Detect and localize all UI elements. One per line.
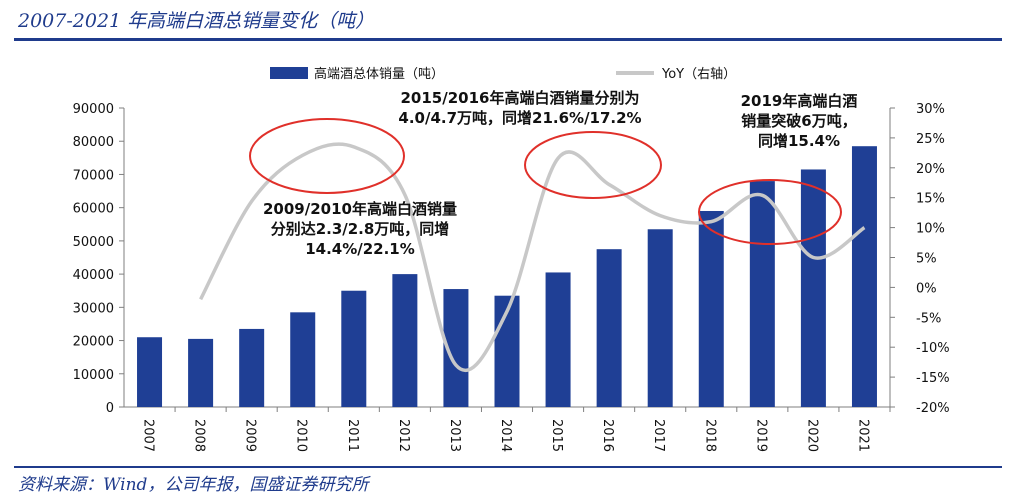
yoy-line-series [199, 142, 866, 373]
legend-bar-label: 高端酒总体销量（吨） [314, 66, 444, 82]
bar-series [137, 146, 877, 407]
bar [647, 229, 673, 407]
legend: 高端酒总体销量（吨） YoY（右轴） [270, 66, 736, 82]
annotation-line: 2019年高端白酒 [741, 92, 858, 110]
x-tick-label: 2008 [192, 419, 207, 452]
left-tick-label: 80000 [73, 135, 114, 150]
annotation-line: 2009/2010年高端白酒销量 [263, 200, 457, 218]
bar [341, 290, 367, 407]
right-tick-label: -15% [916, 371, 950, 386]
right-tick-label: 25% [916, 132, 945, 147]
annotation-line: 分别达2.3/2.8万吨，同增 [271, 220, 450, 238]
bar [800, 169, 826, 407]
left-tick-label: 60000 [73, 202, 114, 217]
x-tick-label: 2014 [498, 419, 513, 452]
x-tick-label: 2011 [345, 419, 360, 452]
bar [698, 210, 724, 407]
x-tick-label: 2009 [243, 419, 258, 452]
legend-bar-swatch [270, 67, 308, 79]
left-tick-label: 50000 [73, 235, 114, 250]
left-tick-label: 10000 [73, 368, 114, 383]
bar [392, 274, 418, 407]
footer-divider [14, 466, 1002, 468]
x-tick-label: 2017 [651, 419, 666, 452]
bar [239, 328, 265, 407]
right-tick-label: -5% [916, 311, 941, 326]
left-tick-label: 0 [106, 401, 114, 416]
right-tick-label: 0% [916, 281, 937, 296]
right-tick-label: 10% [916, 222, 945, 237]
x-tick-label: 2021 [855, 419, 870, 452]
annotation-line: 2015/2016年高端白酒销量分别为 [401, 89, 640, 107]
annotation-line: 4.0/4.7万吨，同增21.6%/17.2% [398, 109, 641, 127]
right-tick-label: -20% [916, 401, 950, 416]
left-tick-label: 40000 [73, 268, 114, 283]
highlight-circle [524, 131, 662, 199]
right-tick-label: 20% [916, 162, 945, 177]
axes: 0 10000 20000 30000 40000 50000 60000 70000 8000… [73, 102, 950, 452]
x-tick-label: 2019 [753, 419, 768, 452]
x-tick-label: 2020 [804, 419, 819, 452]
highlight-circles [249, 118, 842, 245]
x-tick-label: 2018 [702, 419, 717, 452]
highlight-circle [698, 179, 842, 245]
annotation-line: 销量突破6万吨， [741, 112, 856, 130]
bar [749, 181, 775, 407]
bar [188, 338, 214, 407]
right-tick-label: 5% [916, 252, 937, 267]
right-tick-label: -10% [916, 341, 950, 356]
bar [596, 249, 622, 407]
annotation-line: 同增15.4% [758, 132, 840, 150]
left-tick-label: 30000 [73, 301, 114, 316]
yoy-line [199, 142, 866, 373]
left-tick-label: 20000 [73, 335, 114, 350]
x-tick-label: 2013 [447, 419, 462, 452]
left-tick-label: 90000 [73, 102, 114, 117]
x-tick-label: 2015 [549, 419, 564, 452]
annotation-line: 14.4%/22.1% [305, 240, 415, 258]
bar [545, 272, 571, 407]
right-tick-label: 30% [916, 102, 945, 117]
chart-title: 2007-2021 年高端白酒总销量变化（吨） [18, 10, 375, 32]
bar [290, 312, 316, 407]
left-tick-label: 70000 [73, 168, 114, 183]
highlight-circle [249, 118, 405, 194]
bar [137, 337, 163, 407]
source-note: 资料来源：Wind，公司年报，国盛证券研究所 [18, 475, 369, 495]
right-tick-label: 15% [916, 192, 945, 207]
x-tick-label: 2016 [600, 419, 615, 452]
x-tick-label: 2012 [396, 419, 411, 452]
legend-line-label: YoY（右轴） [661, 67, 736, 82]
title-divider [14, 38, 1002, 41]
x-tick-label: 2010 [294, 419, 309, 452]
x-tick-label: 2007 [141, 419, 156, 452]
bar [851, 146, 877, 407]
